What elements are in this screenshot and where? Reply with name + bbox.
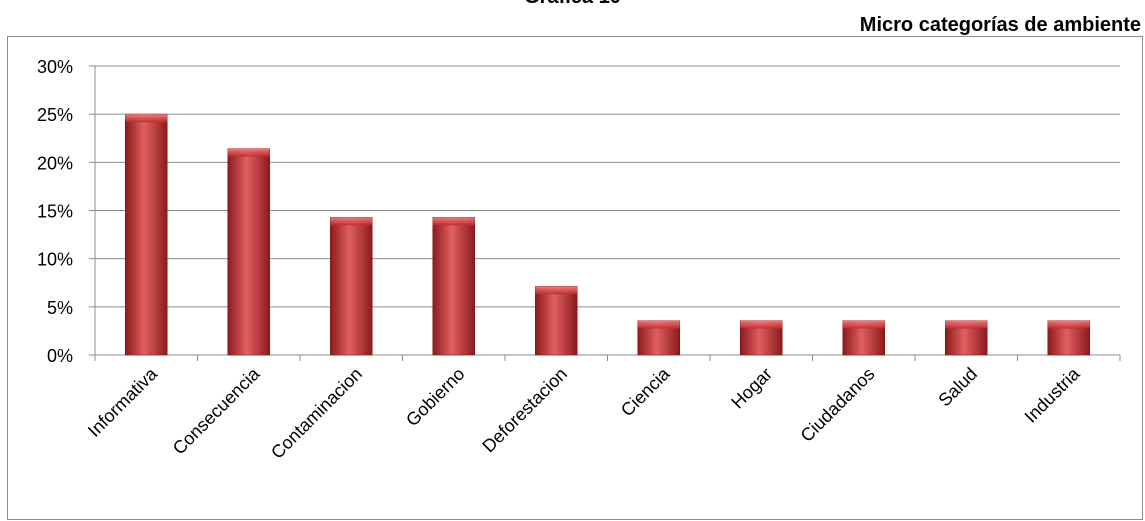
axes: 0% 5% 10% 15% 20% 25% 30% — [37, 57, 1121, 366]
y-tick-label: 0% — [47, 346, 73, 366]
category-label: Contaminacion — [267, 364, 366, 463]
category-label: Hogar — [727, 364, 776, 413]
y-tick-label: 25% — [37, 105, 73, 125]
y-tick-label: 20% — [37, 153, 73, 173]
bar-cap — [330, 217, 373, 226]
category-label: Informativa — [84, 363, 162, 441]
chart-frame — [7, 36, 1143, 520]
bar-cap — [740, 320, 783, 329]
category-label: Gobierno — [402, 364, 469, 431]
y-tick-label: 15% — [37, 202, 73, 222]
bar-cap — [1047, 320, 1090, 329]
bars — [125, 113, 1090, 356]
bar-cap — [945, 320, 988, 329]
category-labels: Informativa Consecuencia Contaminacion Gobi… — [84, 363, 1084, 463]
bar-contaminacion — [330, 217, 373, 356]
category-label: Ciudadanos — [796, 364, 878, 446]
category-label: Industria — [1021, 363, 1085, 427]
bar-cap — [227, 148, 270, 157]
bar-cap — [125, 114, 168, 123]
bar-cap — [842, 320, 885, 329]
category-label: Ciencia — [617, 363, 674, 420]
chart-title: Micro categorías de ambiente — [859, 14, 1141, 36]
y-tick-label: 30% — [37, 57, 73, 77]
category-label: Deforestacion — [478, 364, 571, 457]
cropped-heading-text: Gráfica 10 — [0, 0, 1145, 9]
y-tick-label: 5% — [47, 298, 73, 318]
bar-informativa — [125, 113, 168, 356]
bar-cap — [637, 320, 680, 329]
category-label: Salud — [934, 364, 981, 411]
bar-consecuencia — [227, 148, 270, 356]
cropped-heading: Gráfica 10 — [0, 0, 1145, 12]
bar-cap — [535, 286, 578, 295]
category-label: Consecuencia — [169, 363, 265, 459]
bar-gobierno — [432, 217, 475, 356]
y-tick-label: 10% — [37, 250, 73, 270]
bar-cap — [432, 217, 475, 226]
bar-deforestacion — [535, 285, 578, 356]
